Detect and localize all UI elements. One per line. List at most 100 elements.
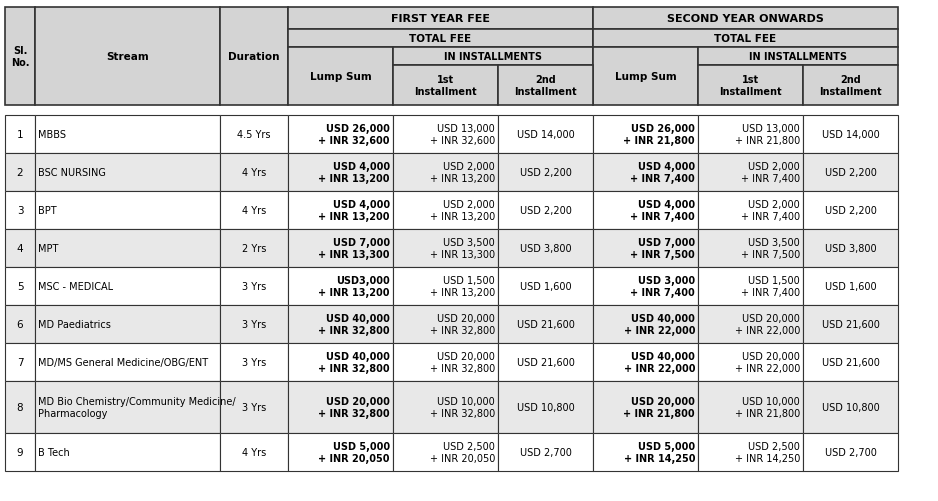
Bar (35, 116, 220, 154)
Bar (220, 191, 288, 229)
Bar (498, 229, 593, 268)
Bar (593, 381, 698, 433)
Bar (220, 433, 288, 471)
Bar (288, 381, 393, 433)
Bar (5, 154, 35, 191)
Text: Lump Sum: Lump Sum (614, 72, 676, 82)
Bar (698, 154, 803, 191)
Bar (35, 116, 220, 154)
Text: USD 2,700: USD 2,700 (825, 447, 876, 457)
Bar (5, 343, 35, 381)
Text: USD 20,000
+ INR 32,800: USD 20,000 + INR 32,800 (430, 313, 495, 335)
Text: USD 2,200: USD 2,200 (825, 205, 876, 215)
Bar (803, 191, 898, 229)
Bar (698, 191, 803, 229)
Text: Lump Sum: Lump Sum (310, 72, 371, 82)
Bar (593, 306, 698, 343)
Text: Stream: Stream (106, 52, 149, 62)
Text: USD 40,000
+ INR 32,800: USD 40,000 + INR 32,800 (318, 313, 390, 335)
Bar (5, 8, 35, 106)
Bar (35, 433, 220, 471)
Text: USD 7,000
+ INR 7,500: USD 7,000 + INR 7,500 (630, 237, 695, 260)
Bar (288, 154, 393, 191)
Text: FIRST YEAR FEE: FIRST YEAR FEE (391, 14, 490, 24)
Bar (393, 381, 498, 433)
Text: USD 40,000
+ INR 22,000: USD 40,000 + INR 22,000 (624, 313, 695, 335)
Bar (288, 8, 593, 30)
Text: USD 10,000
+ INR 32,800: USD 10,000 + INR 32,800 (430, 396, 495, 418)
Bar (593, 8, 898, 30)
Text: BSC NURSING: BSC NURSING (38, 168, 106, 178)
Bar (803, 381, 898, 433)
Bar (35, 154, 220, 191)
Text: USD 20,000
+ INR 21,800: USD 20,000 + INR 21,800 (624, 396, 695, 418)
Text: USD 20,000
+ INR 32,800: USD 20,000 + INR 32,800 (318, 396, 390, 418)
Bar (393, 229, 498, 268)
Text: USD 10,000
+ INR 21,800: USD 10,000 + INR 21,800 (734, 396, 800, 418)
Bar (5, 191, 35, 229)
Bar (288, 191, 393, 229)
Bar (393, 66, 498, 106)
Text: 9: 9 (17, 447, 23, 457)
Bar (393, 343, 498, 381)
Bar (698, 48, 898, 66)
Bar (5, 306, 35, 343)
Bar (698, 48, 898, 66)
Bar (593, 154, 698, 191)
Bar (393, 229, 498, 268)
Text: USD 1,500
+ INR 7,400: USD 1,500 + INR 7,400 (741, 276, 800, 298)
Bar (593, 343, 698, 381)
Bar (698, 154, 803, 191)
Text: 3 Yrs: 3 Yrs (242, 357, 266, 367)
Bar (698, 381, 803, 433)
Bar (288, 48, 393, 106)
Bar (393, 381, 498, 433)
Bar (35, 229, 220, 268)
Bar (803, 154, 898, 191)
Bar (288, 116, 393, 154)
Text: USD 4,000
+ INR 7,400: USD 4,000 + INR 7,400 (630, 162, 695, 184)
Text: USD 2,200: USD 2,200 (825, 168, 876, 178)
Bar (698, 191, 803, 229)
Bar (5, 306, 35, 343)
Bar (698, 306, 803, 343)
Bar (220, 116, 288, 154)
Text: USD 20,000
+ INR 32,800: USD 20,000 + INR 32,800 (430, 351, 495, 373)
Bar (698, 66, 803, 106)
Bar (5, 381, 35, 433)
Text: USD 40,000
+ INR 32,800: USD 40,000 + INR 32,800 (318, 351, 390, 373)
Bar (5, 433, 35, 471)
Bar (5, 268, 35, 306)
Text: 4.5 Yrs: 4.5 Yrs (237, 130, 271, 140)
Bar (593, 116, 698, 154)
Text: USD 2,200: USD 2,200 (520, 205, 571, 215)
Text: USD 20,000
+ INR 22,000: USD 20,000 + INR 22,000 (734, 351, 800, 373)
Bar (593, 191, 698, 229)
Bar (498, 306, 593, 343)
Bar (698, 116, 803, 154)
Text: USD 5,000
+ INR 20,050: USD 5,000 + INR 20,050 (319, 441, 390, 463)
Text: USD 40,000
+ INR 22,000: USD 40,000 + INR 22,000 (624, 351, 695, 373)
Text: 8: 8 (17, 402, 23, 412)
Bar (698, 66, 803, 106)
Bar (593, 48, 698, 106)
Bar (498, 154, 593, 191)
Text: USD 20,000
+ INR 22,000: USD 20,000 + INR 22,000 (734, 313, 800, 335)
Text: Sl.
No.: Sl. No. (10, 46, 29, 68)
Bar (35, 381, 220, 433)
Text: USD 26,000
+ INR 21,800: USD 26,000 + INR 21,800 (624, 124, 695, 146)
Bar (393, 268, 498, 306)
Text: USD 2,500
+ INR 20,050: USD 2,500 + INR 20,050 (430, 441, 495, 463)
Bar (393, 48, 593, 66)
Text: USD 1,500
+ INR 13,200: USD 1,500 + INR 13,200 (430, 276, 495, 298)
Text: 4 Yrs: 4 Yrs (242, 205, 266, 215)
Text: USD 2,500
+ INR 14,250: USD 2,500 + INR 14,250 (734, 441, 800, 463)
Bar (393, 48, 593, 66)
Bar (288, 154, 393, 191)
Bar (393, 268, 498, 306)
Bar (220, 154, 288, 191)
Bar (803, 66, 898, 106)
Bar (698, 343, 803, 381)
Bar (393, 433, 498, 471)
Bar (288, 8, 593, 30)
